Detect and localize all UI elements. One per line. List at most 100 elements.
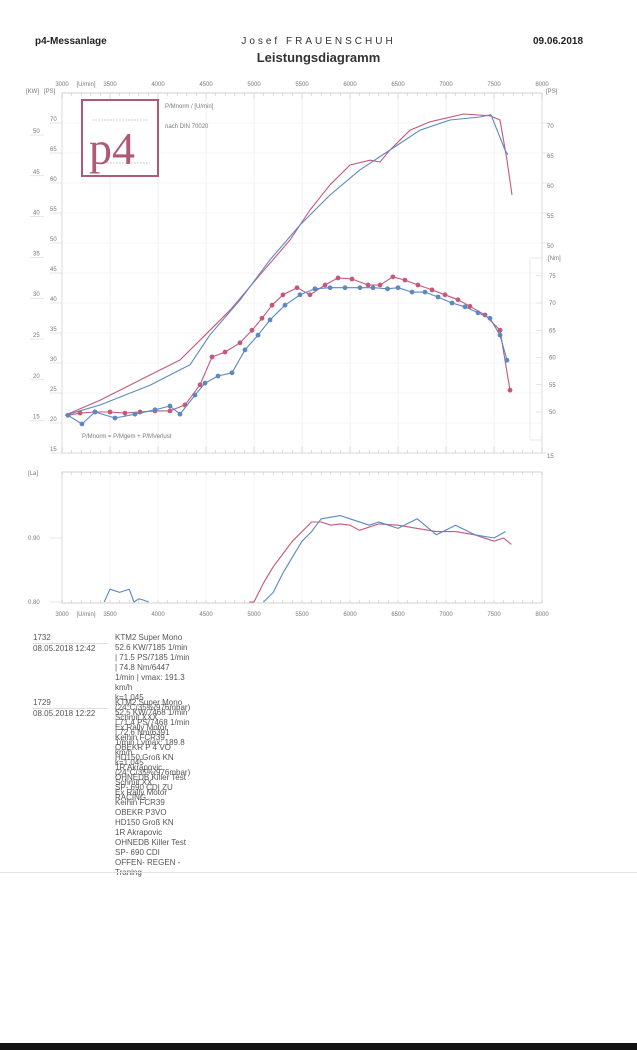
ps-right-tick-label: 65 — [547, 154, 554, 160]
x-axis-label: [U/min] — [76, 82, 95, 88]
ps-tick-label: 25 — [50, 387, 57, 393]
ps-tick-label: 60 — [50, 177, 57, 183]
nm-tick-label: 55 — [549, 383, 556, 389]
ps-right-tick-label: 55 — [547, 214, 554, 220]
torque-curve-1729-point — [167, 403, 173, 409]
ps-axis-label: [PS] — [44, 89, 56, 95]
torque-curve-1732-point — [294, 285, 300, 291]
lambda-x-tick-label: 3500 — [103, 612, 117, 618]
torque-curve-1729-point — [177, 411, 183, 417]
ps-right-tick-label: 70 — [547, 124, 554, 130]
annotation-norm: nach DIN 70020 — [165, 124, 209, 130]
nm-tick-label: 50 — [549, 410, 556, 416]
lambda-curve-1729 — [103, 588, 149, 603]
nm-tick-label: 75 — [549, 274, 556, 280]
torque-curve-1732-point — [467, 303, 473, 309]
kw-tick-label: 15 — [33, 415, 40, 421]
ps-right-tick-label: 50 — [547, 244, 554, 250]
torque-curve-1732-point — [280, 292, 286, 298]
run-datetime: 08.05.2018 12:42 — [33, 643, 108, 654]
torque-curve-1732-point — [415, 282, 421, 288]
ps-tick-label: 15 — [50, 447, 57, 453]
nm-axis-box — [529, 257, 543, 441]
ps-tick-label: 65 — [50, 147, 57, 153]
torque-curve-1732-point — [209, 354, 215, 360]
kw-tick-label: 30 — [33, 292, 40, 298]
torque-curve-1729-point — [132, 411, 138, 417]
torque-curve-1729-point — [487, 315, 493, 321]
x-tick-label: 3500 — [103, 82, 117, 88]
ps-tick-label: 40 — [50, 297, 57, 303]
torque-curve-1732-point — [259, 315, 265, 321]
ps-tick-label: 20 — [50, 417, 57, 423]
nm-tick-label: 65 — [549, 328, 556, 334]
x-tick-label: 3000 — [55, 82, 69, 88]
torque-curve-1732-point — [77, 410, 83, 416]
torque-curve-1729-point — [327, 285, 333, 291]
torque-curve-1729-point — [409, 289, 415, 295]
x-tick-label: 7000 — [439, 82, 453, 88]
torque-curve-1729-point — [370, 285, 376, 291]
run-line: Schmit XXX — [115, 713, 158, 722]
x-tick-label: 6000 — [343, 82, 357, 88]
report-date: 09.06.2018 — [533, 36, 584, 47]
torque-curve-1732-point — [249, 327, 255, 333]
torque-curve-1729-point — [267, 317, 273, 323]
run-line: KTM2 Super Mono — [115, 698, 183, 707]
run-line: Ex Rally Motor Keihin FCR39 OBEKR P 4 VO… — [115, 723, 174, 762]
lambda-tick-label: 0.90 — [28, 536, 40, 542]
run-datetime: 08.05.2018 12:22 — [33, 708, 108, 719]
kw-tick-label: 50 — [33, 129, 40, 135]
lambda-x-tick-label: 4500 — [199, 612, 213, 618]
torque-curve-1732-point — [455, 297, 461, 303]
torque-curve-1729-point — [462, 304, 468, 310]
torque-curve-1729-point — [312, 286, 318, 292]
torque-curve-1732-point — [377, 282, 383, 288]
run-line: Ex Rally Motor Keihin FCR39 OBEKR P3VO H… — [115, 788, 174, 827]
torque-curve-1732-point — [497, 327, 503, 333]
run-line: 52.6 KW/7185 1/min | 71.5 PS/7185 1/min … — [115, 643, 190, 692]
torque-curve-1729-point — [342, 285, 348, 291]
lambda-x-tick-label: 4000 — [151, 612, 165, 618]
torque-curve-1729-point — [435, 294, 441, 300]
scan-border — [0, 1043, 637, 1050]
torque-curve-1732-point — [507, 387, 513, 393]
torque-curve-1729-point — [215, 373, 221, 379]
torque-curve-1729-point — [79, 421, 85, 427]
x-tick-label: 8000 — [535, 82, 549, 88]
nm-tick-label: 70 — [549, 301, 556, 307]
scan-edge — [0, 872, 637, 873]
torque-curve-1729-point — [395, 285, 401, 291]
torque-curve-1732-point — [429, 287, 435, 293]
kw-tick-label: 35 — [33, 251, 40, 257]
x-tick-label: 4500 — [199, 82, 213, 88]
lambda-x-tick-label: 7500 — [487, 612, 501, 618]
kw-tick-label: 40 — [33, 211, 40, 217]
lambda-x-tick-label: 8000 — [535, 612, 549, 618]
torque-curve-1732-point — [322, 282, 328, 288]
torque-curve-1729-point — [92, 409, 98, 415]
nm-tick-label: 60 — [549, 356, 556, 362]
ps-right-axis-label: [PS] — [546, 89, 558, 95]
torque-curve-1732-point — [122, 410, 128, 416]
x-tick-label: 6500 — [391, 82, 405, 88]
page-title: Leistungsdiagramm — [256, 50, 381, 65]
ps-right-tick-label: 15 — [547, 454, 554, 460]
x-tick-label: 4000 — [151, 82, 165, 88]
torque-curve-1729-point — [282, 302, 288, 308]
torque-curve-1732-point — [107, 409, 113, 415]
torque-curve-1732-point — [402, 277, 408, 283]
torque-curve-1732-point — [307, 292, 313, 298]
run-line: k=1,045 (24°C/35%/976mbar) — [115, 758, 191, 777]
torque-curve-1729-point — [297, 292, 303, 298]
run-line: KTM2 Super Mono — [115, 633, 183, 642]
software-name: p4-Messanlage — [35, 36, 107, 47]
lambda-x-tick-label: 3000 — [55, 612, 69, 618]
torque-curve-1729-point — [449, 300, 455, 306]
torque-curve-1729-point — [255, 332, 261, 338]
kw-tick-label: 45 — [33, 170, 40, 176]
legend-text: P/Mnorm = P/Mgem + P/MVerlust — [82, 434, 172, 440]
x-tick-label: 5500 — [295, 82, 309, 88]
torque-curve-1729-point — [229, 370, 235, 376]
lambda-curve-1732 — [249, 521, 512, 603]
